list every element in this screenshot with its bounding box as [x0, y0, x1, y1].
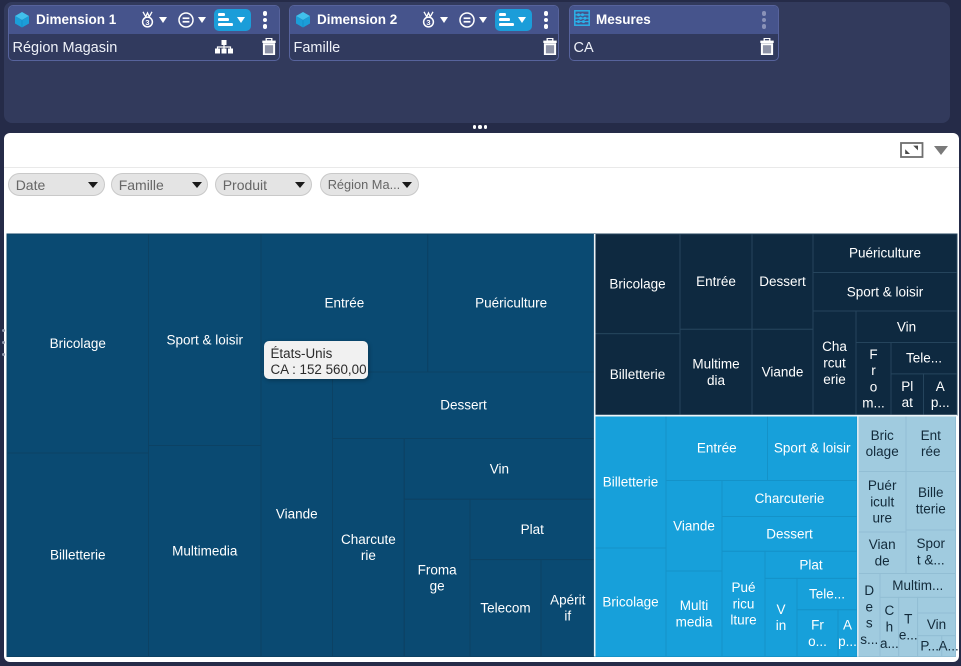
svg-text:t &...: t &... — [917, 552, 945, 567]
svg-text:Charcuterie: Charcuterie — [755, 491, 825, 506]
svg-text:e: e — [865, 599, 873, 614]
svg-text:Bille: Bille — [918, 485, 944, 500]
svg-text:T: T — [904, 611, 912, 626]
svg-text:Puériculture: Puériculture — [849, 246, 921, 261]
svg-text:Pl: Pl — [901, 379, 913, 394]
svg-text:ricu: ricu — [733, 596, 755, 611]
svg-text:Multim...: Multim... — [892, 578, 943, 593]
svg-text:erie: erie — [823, 372, 846, 387]
svg-text:m...: m... — [862, 396, 885, 411]
svg-text:ge: ge — [430, 579, 445, 594]
svg-text:Multime: Multime — [692, 357, 739, 372]
svg-text:Dessert: Dessert — [766, 526, 813, 541]
svg-text:Viande: Viande — [673, 518, 715, 533]
svg-text:s...: s... — [860, 632, 878, 647]
svg-text:F: F — [869, 347, 877, 362]
svg-text:Entrée: Entrée — [696, 274, 736, 289]
svg-text:Fr: Fr — [811, 618, 824, 633]
svg-text:Multi: Multi — [680, 598, 709, 613]
svg-text:Vian: Vian — [869, 537, 896, 552]
svg-text:Entrée: Entrée — [325, 296, 365, 311]
svg-text:Entrée: Entrée — [697, 441, 737, 456]
svg-text:if: if — [564, 609, 571, 624]
svg-text:Plat: Plat — [799, 557, 823, 572]
svg-text:Charcute: Charcute — [341, 532, 396, 547]
svg-text:Viande: Viande — [276, 507, 318, 522]
svg-text:p...: p... — [838, 634, 857, 649]
svg-text:Sport & loisir: Sport & loisir — [774, 441, 851, 456]
svg-text:Pué: Pué — [731, 580, 755, 595]
svg-text:Sport & loisir: Sport & loisir — [167, 332, 244, 347]
svg-text:3: 3 — [145, 17, 149, 26]
svg-text:Ent: Ent — [921, 428, 942, 443]
svg-text:Plat: Plat — [521, 522, 545, 537]
svg-text:Puér: Puér — [868, 478, 897, 493]
svg-text:Billetterie: Billetterie — [50, 547, 106, 562]
svg-text:h: h — [886, 620, 894, 635]
svg-text:ure: ure — [872, 511, 892, 526]
svg-text:olage: olage — [866, 444, 899, 459]
svg-text:lture: lture — [730, 613, 756, 628]
svg-text:Multimedia: Multimedia — [172, 544, 238, 559]
svg-text:Cha: Cha — [822, 339, 847, 354]
svg-text:Bricolage: Bricolage — [50, 336, 106, 351]
svg-text:Bric: Bric — [871, 428, 894, 443]
svg-text:Bricolage: Bricolage — [602, 595, 658, 610]
svg-text:e...: e... — [899, 628, 918, 643]
svg-text:C: C — [885, 603, 895, 618]
svg-text:P...: P... — [920, 639, 939, 654]
svg-text:Vin: Vin — [927, 617, 946, 632]
svg-text:in: in — [776, 618, 787, 633]
svg-text:s: s — [866, 616, 873, 631]
svg-text:A...: A... — [938, 639, 958, 654]
svg-text:Billetterie: Billetterie — [610, 367, 666, 382]
svg-text:Sport & loisir: Sport & loisir — [847, 284, 924, 299]
svg-text:Tele...: Tele... — [906, 351, 942, 366]
svg-text:rie: rie — [361, 548, 376, 563]
svg-text:rcut: rcut — [823, 356, 846, 371]
svg-text:media: media — [676, 614, 713, 629]
svg-text:Vin: Vin — [897, 319, 916, 334]
svg-text:Dessert: Dessert — [759, 274, 806, 289]
svg-text:p...: p... — [931, 395, 950, 410]
svg-text:Apérit: Apérit — [550, 592, 586, 607]
svg-text:o: o — [870, 379, 878, 394]
svg-text:Telecom: Telecom — [480, 601, 530, 616]
svg-text:Viande: Viande — [762, 365, 804, 380]
svg-text:A: A — [936, 379, 945, 394]
svg-text:at: at — [902, 395, 914, 410]
svg-text:Vin: Vin — [490, 461, 509, 476]
svg-text:tterie: tterie — [916, 501, 946, 516]
svg-text:Billetterie: Billetterie — [603, 474, 659, 489]
svg-text:V: V — [776, 602, 785, 617]
svg-text:Dessert: Dessert — [440, 398, 487, 413]
svg-text:A: A — [843, 618, 852, 633]
svg-text:r: r — [871, 363, 876, 378]
svg-text:a...: a... — [880, 636, 899, 651]
svg-text:de: de — [875, 553, 890, 568]
svg-text:icult: icult — [870, 494, 894, 509]
svg-text:Bricolage: Bricolage — [609, 276, 665, 291]
svg-text:Tele...: Tele... — [809, 587, 845, 602]
svg-text:Puériculture: Puériculture — [475, 296, 547, 311]
svg-text:rée: rée — [921, 444, 941, 459]
svg-text:Froma: Froma — [418, 562, 457, 577]
svg-text:Spor: Spor — [917, 536, 946, 551]
svg-text:3: 3 — [426, 17, 430, 26]
svg-text:dia: dia — [707, 373, 726, 388]
svg-text:o...: o... — [808, 634, 827, 649]
svg-text:D: D — [864, 583, 874, 598]
